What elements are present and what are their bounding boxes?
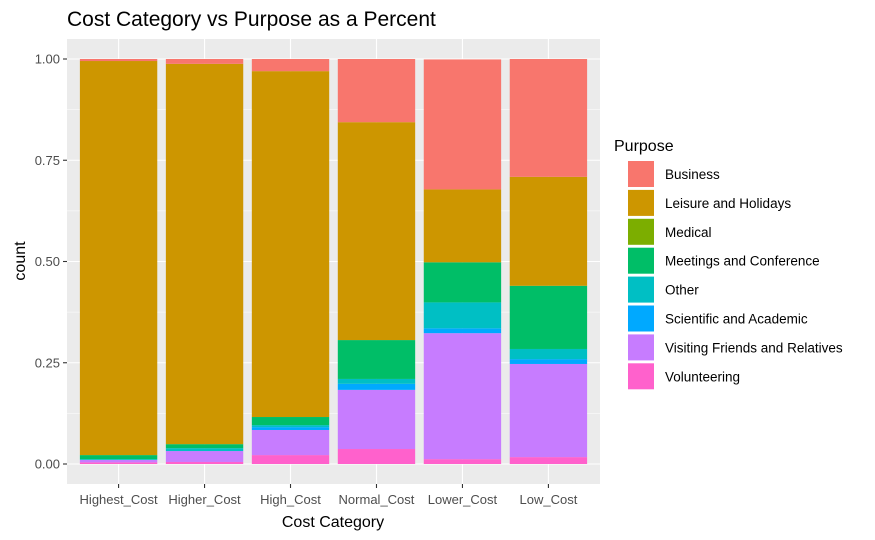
bar-segment-visiting-friends-and-relatives (337, 389, 416, 450)
legend-key (628, 363, 654, 390)
bar-segment-business (509, 59, 588, 177)
legend-item: Other (628, 276, 699, 303)
y-axis-title: count (12, 241, 29, 281)
x-tick-label: Normal_Cost (339, 492, 415, 507)
x-tick-label: Highest_Cost (80, 492, 158, 507)
bar-stack-highest-cost (79, 59, 158, 464)
x-axis: Highest_Cost Higher_Cost High_Cost Normal_C… (80, 484, 578, 507)
x-tick-label: Higher_Cost (168, 492, 241, 507)
bar-segment-meetings-and-conference (251, 417, 330, 426)
bar-segment-scientific-and-academic (337, 383, 416, 390)
bar-segment-leisure-and-holidays (251, 71, 330, 418)
bar-segment-business (251, 59, 330, 72)
legend-key (628, 247, 654, 274)
legend-label: Visiting Friends and Relatives (665, 340, 843, 355)
bar-segment-meetings-and-conference (337, 340, 416, 379)
bar-segment-volunteering (165, 461, 244, 464)
legend-label: Business (665, 167, 720, 182)
bar-segment-business (165, 59, 244, 64)
bar-segment-meetings-and-conference (165, 444, 244, 449)
legend-key (628, 276, 654, 303)
bar-segment-other (337, 378, 416, 384)
bar-segment-other (509, 348, 588, 360)
bar-segment-meetings-and-conference (509, 285, 588, 349)
bar-stack-normal-cost (337, 59, 416, 464)
bar-stack-high-cost (251, 59, 330, 464)
legend-item: Meetings and Conference (628, 247, 820, 274)
bar-segment-visiting-friends-and-relatives (423, 333, 502, 460)
legend-key (628, 189, 654, 216)
bar-segment-other (79, 459, 158, 460)
bar-segment-leisure-and-holidays (165, 63, 244, 445)
bar-segment-business (79, 59, 158, 62)
bar-segment-volunteering (509, 457, 588, 464)
legend-key (628, 334, 654, 361)
legend-item: Volunteering (628, 363, 740, 390)
y-tick-label: 0.75 (35, 153, 60, 168)
bars (79, 59, 588, 464)
bar-segment-meetings-and-conference (423, 262, 502, 303)
legend-label: Medical (665, 225, 712, 240)
bar-segment-volunteering (79, 462, 158, 464)
legend-label: Meetings and Conference (665, 254, 820, 269)
bar-segment-visiting-friends-and-relatives (165, 451, 244, 462)
bar-segment-other (251, 425, 330, 428)
legend-item: Scientific and Academic (628, 305, 808, 332)
y-tick-label: 1.00 (35, 52, 60, 67)
y-tick-label: 0.50 (35, 254, 60, 269)
legend-item: Business (628, 161, 720, 187)
chart-title: Cost Category vs Purpose as a Percent (67, 8, 436, 31)
legend-label: Leisure and Holidays (665, 196, 791, 211)
bar-segment-scientific-and-academic (509, 359, 588, 364)
bar-segment-visiting-friends-and-relatives (251, 429, 330, 456)
bar-segment-scientific-and-academic (423, 328, 502, 334)
x-tick-label: Lower_Cost (428, 492, 498, 507)
x-axis-title: Cost Category (282, 514, 384, 531)
legend-label: Scientific and Academic (665, 312, 808, 327)
bar-segment-leisure-and-holidays (509, 176, 588, 286)
bar-segment-business (423, 59, 502, 190)
bar-stack-higher-cost (165, 59, 244, 464)
y-axis: 0.00 0.25 0.50 0.75 1.00 (35, 52, 67, 472)
legend-key (628, 305, 654, 332)
bar-segment-scientific-and-academic (251, 427, 330, 430)
x-tick-label: Low_Cost (520, 492, 578, 507)
y-tick-label: 0.25 (35, 355, 60, 370)
bar-stack-low-cost (509, 59, 588, 464)
legend-item: Leisure and Holidays (628, 189, 791, 216)
legend-item: Visiting Friends and Relatives (628, 334, 843, 361)
y-tick-label: 0.00 (35, 457, 60, 472)
legend-title: Purpose (614, 138, 674, 155)
bar-segment-leisure-and-holidays (337, 122, 416, 341)
bar-segment-volunteering (337, 449, 416, 464)
legend-key (628, 218, 654, 245)
bar-segment-leisure-and-holidays (79, 61, 158, 456)
bar-segment-leisure-and-holidays (423, 189, 502, 263)
bar-segment-meetings-and-conference (79, 455, 158, 460)
x-tick-label: High_Cost (260, 492, 321, 507)
bar-segment-volunteering (251, 455, 330, 464)
bar-segment-visiting-friends-and-relatives (79, 459, 158, 463)
legend-key (628, 161, 654, 187)
bar-segment-business (337, 59, 416, 123)
bar-stack-lower-cost (423, 59, 502, 464)
bar-segment-other (423, 302, 502, 329)
legend: Purpose Business Leisure and Holidays Medi… (614, 138, 843, 390)
legend-label: Other (665, 283, 699, 298)
bar-segment-volunteering (423, 459, 502, 464)
legend-label: Volunteering (665, 369, 740, 384)
legend-item: Medical (628, 218, 712, 245)
bar-segment-other (165, 448, 244, 452)
bar-segment-visiting-friends-and-relatives (509, 363, 588, 458)
